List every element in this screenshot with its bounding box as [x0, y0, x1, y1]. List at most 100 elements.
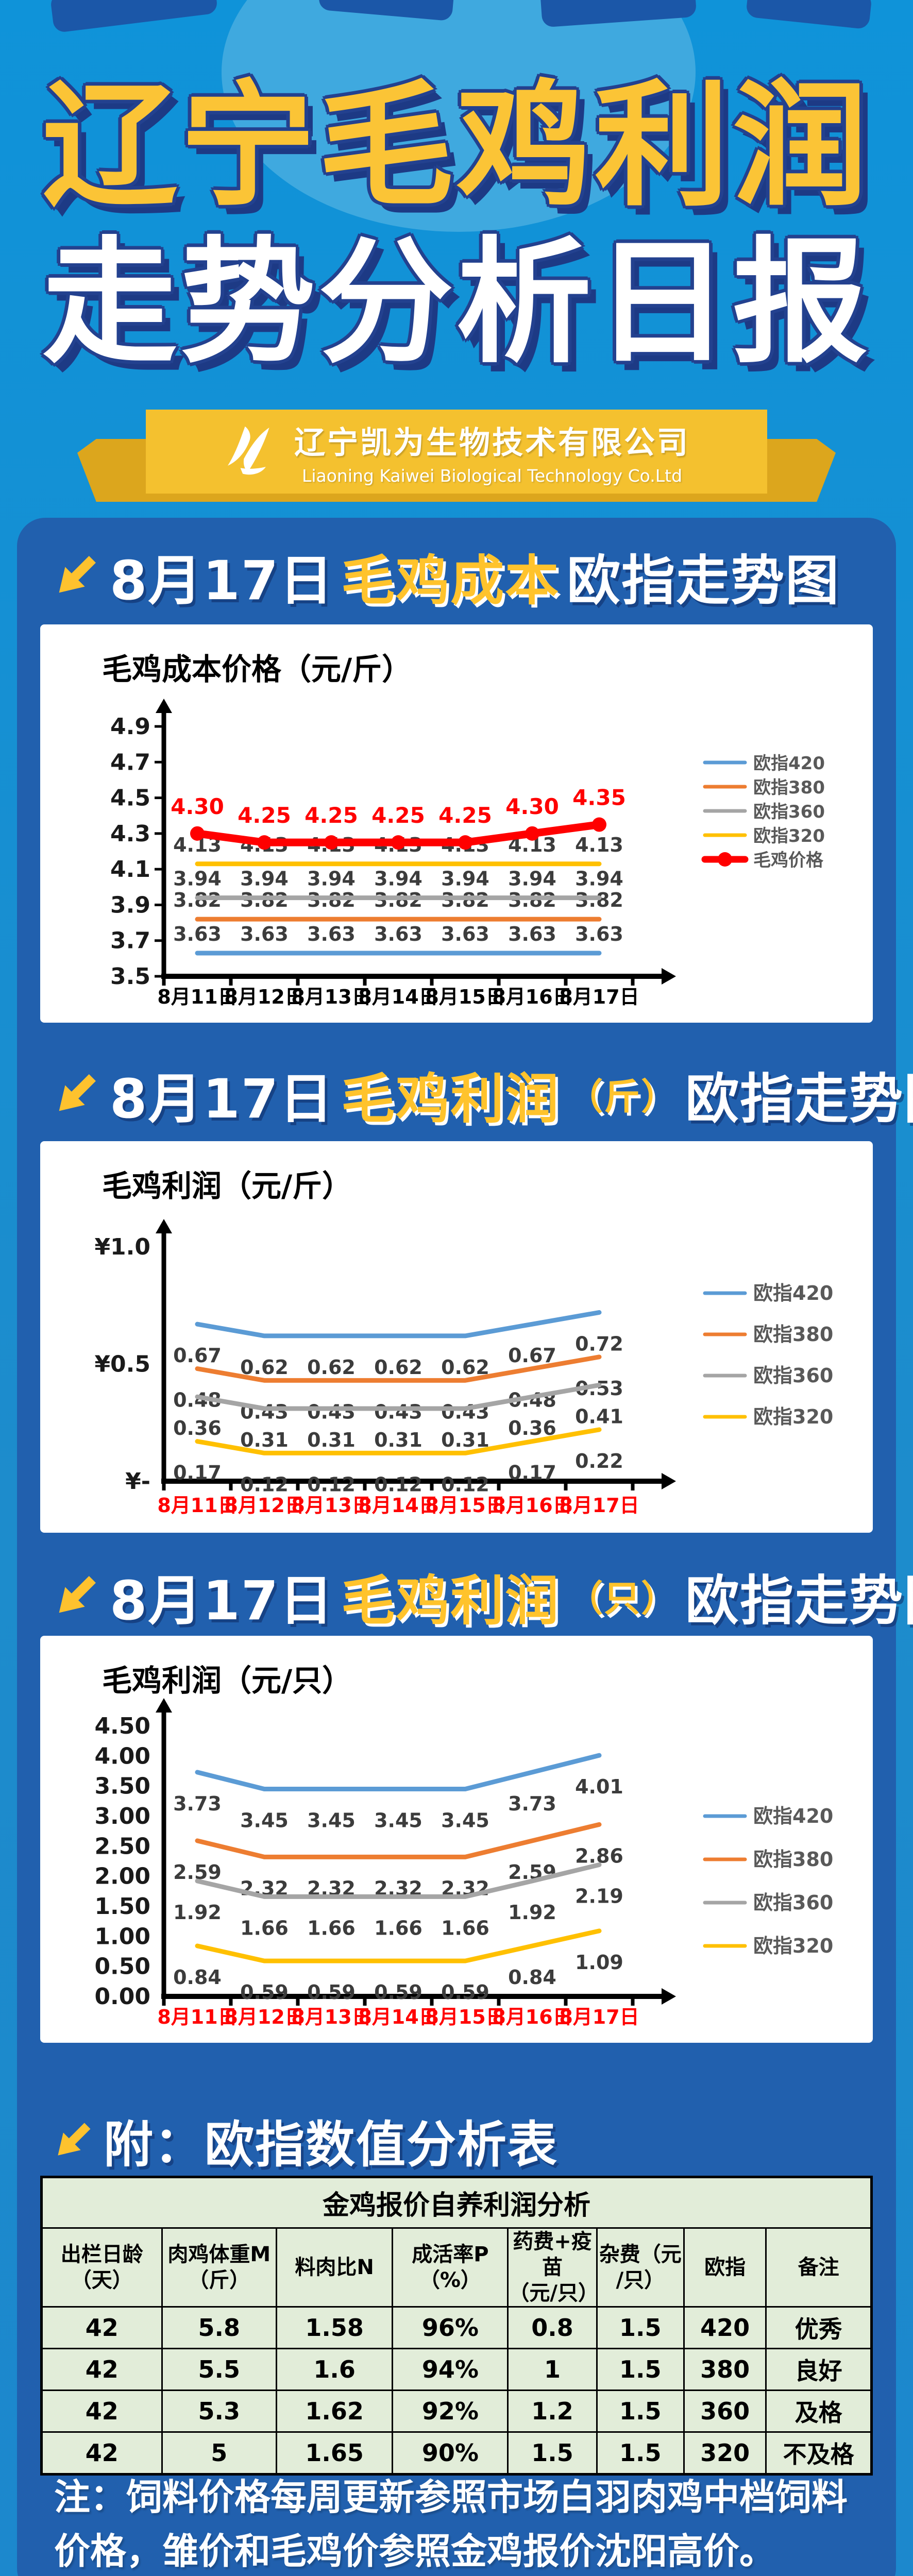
section-highlight: 毛鸡利润 — [341, 1067, 560, 1130]
svg-text:0.84: 0.84 — [508, 1966, 556, 1989]
table-cell: 1.2 — [507, 2389, 598, 2433]
table-cell: 1.6 — [275, 2348, 394, 2391]
svg-text:3.45: 3.45 — [307, 1809, 356, 1832]
profit-bird-chart-card: 毛鸡利润（元/只） 4.50 4.00 3.50 3.00 2.50 2.00 1.50 1.… — [40, 1636, 873, 2043]
company-logo-icon — [227, 426, 269, 474]
decor-shape — [745, 0, 873, 30]
svg-text:欧指380: 欧指380 — [753, 1848, 833, 1871]
table-cell: 良好 — [765, 2348, 872, 2391]
section-title: 附：欧指数值分析表 — [104, 2116, 558, 2174]
section-date: 8月17日 — [110, 1569, 334, 1632]
svg-text:0.17: 0.17 — [508, 1462, 556, 1484]
table-cell: 1 — [507, 2348, 598, 2391]
cost-trend-chart: 4.9 4.7 4.5 4.3 4.1 3.9 3.7 3.5 3.63 3.63 3.63 3.63… — [110, 699, 825, 1008]
table-cell: 1.5 — [507, 2431, 598, 2475]
table-cell: 1.5 — [596, 2306, 685, 2349]
svg-text:8月11日: 8月11日 — [157, 986, 237, 1008]
table-header-cell: 欧指 — [683, 2227, 767, 2308]
table-header-cell: 料肉比N — [275, 2227, 394, 2308]
svg-text:0.62: 0.62 — [240, 1356, 289, 1379]
table-cell: 1.65 — [275, 2431, 394, 2475]
profit-bird-chart-title: 毛鸡利润（元/只） — [102, 1663, 352, 1698]
svg-text:毛鸡价格: 毛鸡价格 — [753, 850, 824, 871]
yellow-arrow-icon — [59, 1074, 96, 1111]
svg-text:0.41: 0.41 — [575, 1405, 623, 1428]
table-header-cell: 肉鸡体重M （斤） — [161, 2227, 277, 2308]
svg-text:2.19: 2.19 — [575, 1885, 623, 1908]
svg-text:3.63: 3.63 — [508, 923, 556, 945]
table-cell: 380 — [683, 2348, 767, 2391]
svg-text:0.67: 0.67 — [508, 1344, 556, 1367]
svg-text:0.17: 0.17 — [173, 1462, 222, 1484]
svg-text:1.66: 1.66 — [240, 1917, 289, 1939]
svg-text:3.82: 3.82 — [374, 889, 422, 911]
svg-text:4.01: 4.01 — [575, 1775, 623, 1798]
svg-text:0.43: 0.43 — [374, 1400, 422, 1423]
svg-text:8月14日: 8月14日 — [358, 2006, 438, 2028]
svg-text:3.63: 3.63 — [441, 923, 489, 945]
table-row: 42 5.3 1.62 92% 1.2 1.5 360 及格 — [41, 2389, 872, 2433]
svg-text:1.92: 1.92 — [508, 1901, 556, 1924]
svg-text:3.82: 3.82 — [240, 889, 289, 911]
svg-text:4.25: 4.25 — [238, 803, 291, 828]
svg-text:欧指320: 欧指320 — [753, 1405, 833, 1428]
euro-index-analysis-table: 金鸡报价自养利润分析 出栏日龄 （天） 肉鸡体重M （斤） 料肉比N 成活率P （%） 药费+… — [40, 2176, 873, 2476]
svg-text:0.31: 0.31 — [240, 1429, 289, 1451]
table-cell: 42 — [41, 2389, 163, 2433]
company-ribbon: 辽宁凯为生物技术有限公司 Liaoning Kaiwei Biological … — [146, 410, 767, 494]
svg-text:8月13日: 8月13日 — [291, 1494, 371, 1517]
svg-text:3.00: 3.00 — [94, 1803, 150, 1829]
svg-text:欧指360: 欧指360 — [753, 1891, 833, 1914]
table-cell: 1.5 — [596, 2431, 685, 2475]
svg-text:3.73: 3.73 — [173, 1792, 222, 1815]
svg-text:0.59: 0.59 — [374, 1981, 422, 2004]
svg-text:4.1: 4.1 — [110, 856, 150, 883]
svg-text:1.66: 1.66 — [374, 1917, 422, 1939]
svg-text:8月16日: 8月16日 — [492, 1494, 572, 1517]
svg-text:0.59: 0.59 — [240, 1981, 289, 2004]
svg-text:1.09: 1.09 — [575, 1951, 623, 1974]
svg-text:0.59: 0.59 — [307, 1981, 356, 2004]
table-cell: 42 — [41, 2306, 163, 2349]
table-cell: 5.3 — [161, 2389, 277, 2433]
svg-text:欧指420: 欧指420 — [753, 753, 825, 774]
table-cell: 320 — [683, 2431, 767, 2475]
table-header-cell: 药费+疫苗 （元/只） — [507, 2227, 599, 2308]
svg-text:3.73: 3.73 — [508, 1792, 556, 1815]
footnote: 注：饲料价格每周更新参照市场白羽肉鸡中档饲料价格，雏价和毛鸡价参照金鸡报价沈阳高… — [54, 2476, 848, 2572]
page-title-line2: 走势分析日报 — [42, 224, 871, 381]
table-cell: 92% — [392, 2389, 509, 2433]
table-title: 金鸡报价自养利润分析 — [41, 2176, 872, 2229]
svg-text:1.66: 1.66 — [441, 1917, 489, 1939]
svg-text:8月13日: 8月13日 — [291, 2006, 371, 2028]
table-cell: 5.5 — [161, 2348, 277, 2391]
table-cell: 及格 — [765, 2389, 872, 2433]
section-highlight: 毛鸡利润 — [341, 1569, 560, 1632]
svg-text:4.9: 4.9 — [110, 714, 150, 740]
svg-text:¥1.0: ¥1.0 — [94, 1234, 150, 1260]
section-tail: 欧指走势图 — [685, 1067, 913, 1130]
section-unit: （斤） — [567, 1076, 679, 1118]
svg-text:8月12日: 8月12日 — [224, 1494, 304, 1517]
table-cell: 90% — [392, 2431, 509, 2475]
svg-text:8月15日: 8月15日 — [425, 986, 505, 1008]
svg-text:0.43: 0.43 — [307, 1400, 356, 1423]
cost-chart-title: 毛鸡成本价格（元/斤） — [102, 652, 412, 687]
svg-text:¥0.5: ¥0.5 — [94, 1351, 150, 1378]
svg-text:3.94: 3.94 — [575, 868, 623, 890]
svg-text:3.50: 3.50 — [94, 1773, 150, 1800]
svg-text:3.82: 3.82 — [173, 889, 222, 911]
table-cell: 94% — [392, 2348, 509, 2391]
svg-text:4.5: 4.5 — [110, 785, 150, 811]
svg-text:8月14日: 8月14日 — [358, 1494, 438, 1517]
table-header-cell: 备注 — [765, 2227, 872, 2308]
svg-text:8月17日: 8月17日 — [559, 986, 639, 1008]
section-unit: （只） — [567, 1578, 679, 1620]
svg-text:8月17日: 8月17日 — [559, 2006, 639, 2028]
svg-text:3.7: 3.7 — [110, 928, 150, 954]
yellow-arrow-icon — [58, 2123, 91, 2156]
svg-text:3.63: 3.63 — [575, 923, 623, 945]
svg-text:1.00: 1.00 — [94, 1923, 150, 1950]
svg-text:3.82: 3.82 — [508, 889, 556, 911]
